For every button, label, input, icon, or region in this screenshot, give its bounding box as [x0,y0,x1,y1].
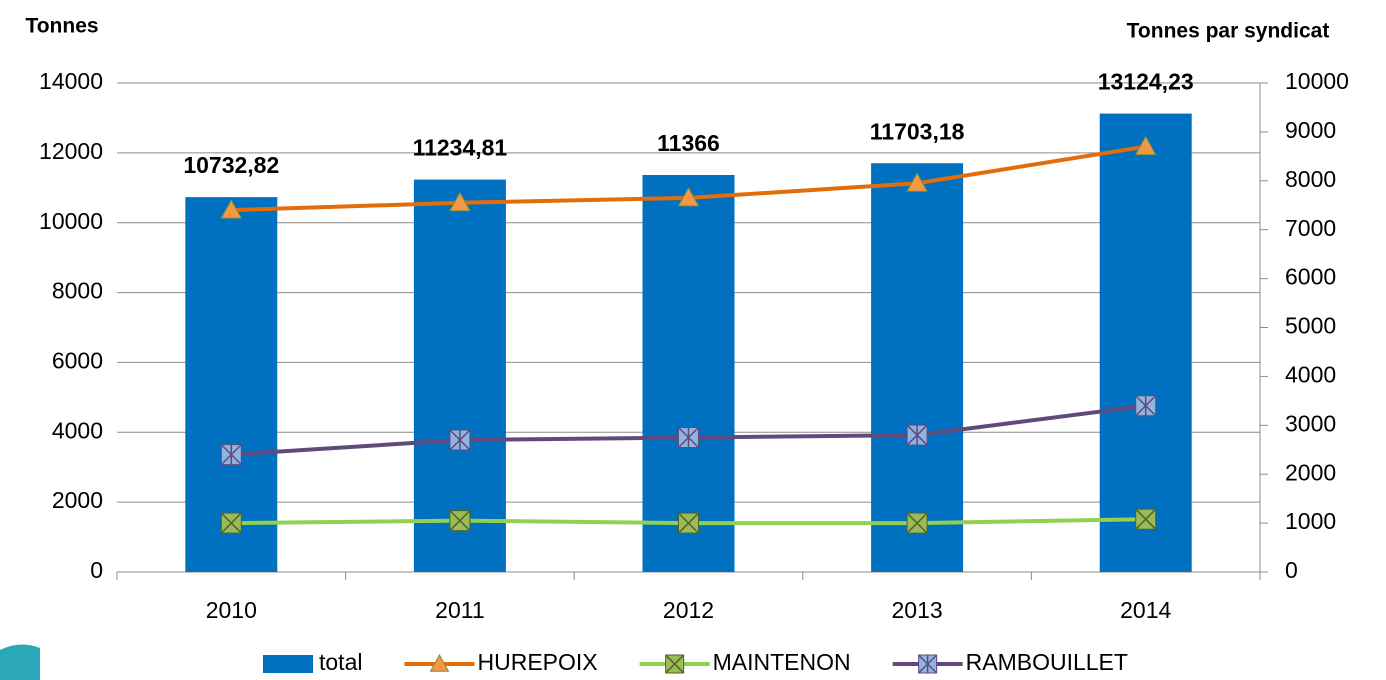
data-label: 11703,18 [870,118,965,144]
y2-axis-title: Tonnes par syndicat [1127,20,1330,43]
legend-label: RAMBOUILLET [966,649,1128,675]
marker [220,512,242,534]
marker-shape [906,172,928,192]
legend-item: HUREPOIX [404,649,598,675]
decoration [0,644,40,680]
y-tick-label: 14000 [39,68,103,94]
marker-shape [1135,508,1157,530]
data-label: 11234,81 [413,135,508,161]
legend-item: RAMBOUILLET [892,649,1128,675]
legend-item: MAINTENON [639,649,851,675]
y2-tick-label: 7000 [1285,215,1336,241]
marker [429,653,450,672]
marker [1135,508,1157,530]
marker [1135,395,1157,417]
y-tick-label: 6000 [52,348,103,374]
marker [449,429,471,451]
legend-label: MAINTENON [713,649,851,675]
marker-shape [677,512,700,534]
marker-shape [449,429,471,451]
x-tick-label: 2012 [663,597,714,623]
x-tick-label: 2011 [435,597,484,623]
y2-tick-label: 8000 [1285,166,1336,192]
y-tick-label: 2000 [52,487,103,513]
marker-shape [665,654,685,674]
y2-tick-label: 10000 [1285,68,1349,94]
x-tick-label: 2013 [892,597,943,623]
y2-tick-label: 3000 [1285,410,1336,436]
legend-label: HUREPOIX [477,649,597,675]
y2-tick-label: 9000 [1285,117,1336,143]
y2-tick-label: 1000 [1285,508,1336,534]
marker-shape [1134,135,1157,156]
marker [677,512,700,534]
marker-shape [918,654,938,674]
marker-shape [220,444,242,466]
y-tick-label: 8000 [52,278,103,304]
marker-shape [1135,395,1157,417]
marker [1134,135,1157,156]
marker [906,424,928,446]
x-tick-label: 2014 [1120,597,1171,623]
marker [665,654,685,674]
y-tick-label: 0 [90,557,103,583]
marker [220,444,242,466]
bar [642,175,735,572]
marker-shape [220,199,243,219]
bar [185,197,278,573]
marker [918,654,938,674]
marker [220,199,243,219]
marker-shape [449,510,471,532]
y2-tick-label: 5000 [1285,313,1336,339]
marker-shape [220,512,242,534]
bar [1099,113,1192,573]
bar [871,163,964,572]
marker-shape [677,186,700,207]
marker-shape [906,424,928,446]
y2-tick-label: 2000 [1285,459,1336,485]
marker-shape [449,191,471,212]
y-tick-label: 4000 [52,417,103,443]
y2-tick-label: 6000 [1285,264,1336,290]
marker-shape [906,512,928,534]
x-tick-label: 2010 [206,597,257,623]
bar [413,179,506,572]
y2-tick-label: 0 [1285,557,1298,583]
legend-swatch [263,655,313,673]
y-axis-title: Tonnes [25,15,98,38]
legend-label: total [319,649,362,675]
y-tick-label: 10000 [39,208,103,234]
marker-shape [429,653,450,672]
marker [906,172,928,192]
marker [449,191,471,212]
y-tick-label: 12000 [39,138,103,164]
marker [449,510,471,532]
data-label: 13124,23 [1098,69,1194,95]
marker [677,426,700,449]
y2-tick-label: 4000 [1285,361,1336,387]
marker [677,186,700,207]
data-label: 11366 [657,130,720,156]
marker-shape [677,426,700,449]
data-label: 10732,82 [183,152,279,178]
legend-item: total [263,649,362,675]
marker [906,512,928,534]
